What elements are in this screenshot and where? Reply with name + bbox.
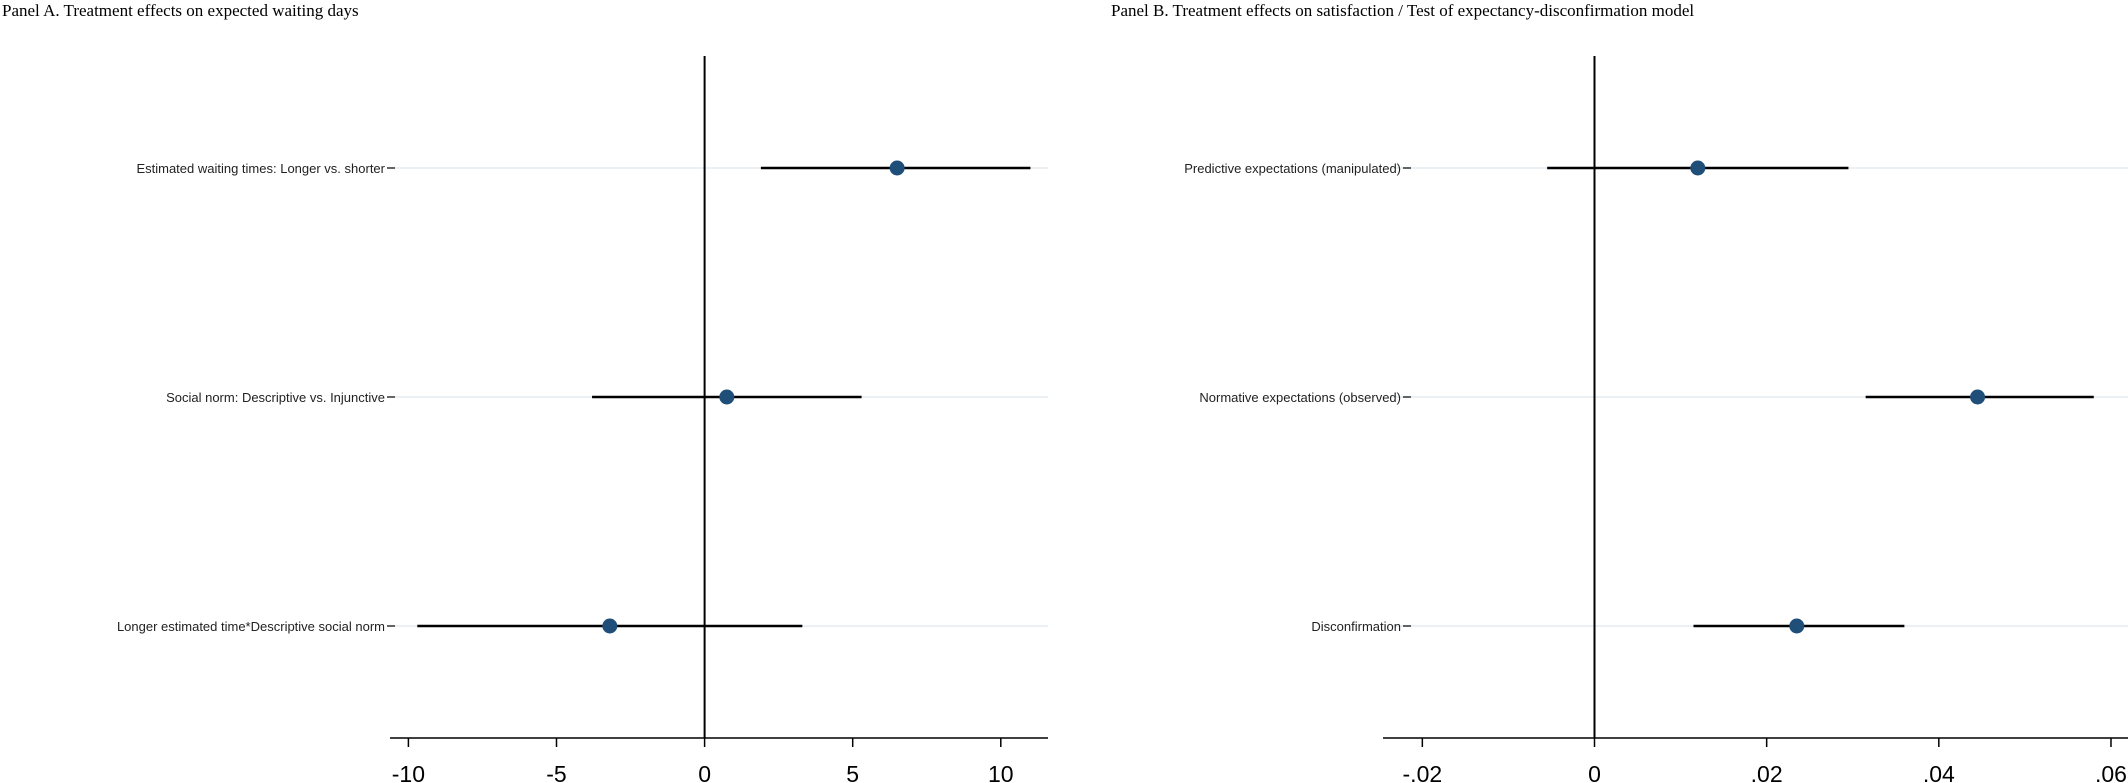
panel-b-x-tick-label-2: .02 bbox=[1751, 761, 1783, 783]
panel-b-category-label-2: Disconfirmation bbox=[1311, 619, 1401, 634]
panel-b-category-label-0: Predictive expectations (manipulated) bbox=[1184, 161, 1401, 176]
panel-a-title: Panel A. Treatment effects on expected w… bbox=[2, 1, 359, 20]
panel-a: Panel A. Treatment effects on expected w… bbox=[2, 1, 1048, 783]
panel-b-x-tick-label-3: .04 bbox=[1923, 761, 1955, 783]
panel-a-point-2 bbox=[602, 618, 618, 634]
panel-b-category-label-1: Normative expectations (observed) bbox=[1199, 390, 1401, 405]
panel-a-category-label-2: Longer estimated time*Descriptive social… bbox=[117, 619, 385, 634]
panel-a-point-0 bbox=[889, 160, 905, 176]
panel-b-title: Panel B. Treatment effects on satisfacti… bbox=[1111, 1, 1694, 20]
panel-a-x-tick-label-4: 10 bbox=[988, 761, 1014, 783]
panel-a-category-label-0: Estimated waiting times: Longer vs. shor… bbox=[136, 161, 385, 176]
panel-b-point-0 bbox=[1690, 160, 1706, 176]
panel-a-x-tick-label-2: 0 bbox=[698, 761, 711, 783]
panel-b: Panel B. Treatment effects on satisfacti… bbox=[1111, 1, 2128, 783]
panel-a-x-tick-label-3: 5 bbox=[846, 761, 859, 783]
panel-a-x-tick-label-0: -10 bbox=[392, 761, 425, 783]
panel-a-point-1 bbox=[719, 389, 735, 405]
panel-a-x-tick-label-1: -5 bbox=[546, 761, 566, 783]
panel-b-x-tick-label-4: .06 bbox=[2095, 761, 2127, 783]
panel-a-category-label-1: Social norm: Descriptive vs. Injunctive bbox=[166, 390, 385, 405]
panel-b-point-1 bbox=[1970, 389, 1986, 405]
panel-b-x-tick-label-1: 0 bbox=[1588, 761, 1601, 783]
panel-b-point-2 bbox=[1789, 618, 1805, 634]
panel-b-x-tick-label-0: -.02 bbox=[1403, 761, 1443, 783]
